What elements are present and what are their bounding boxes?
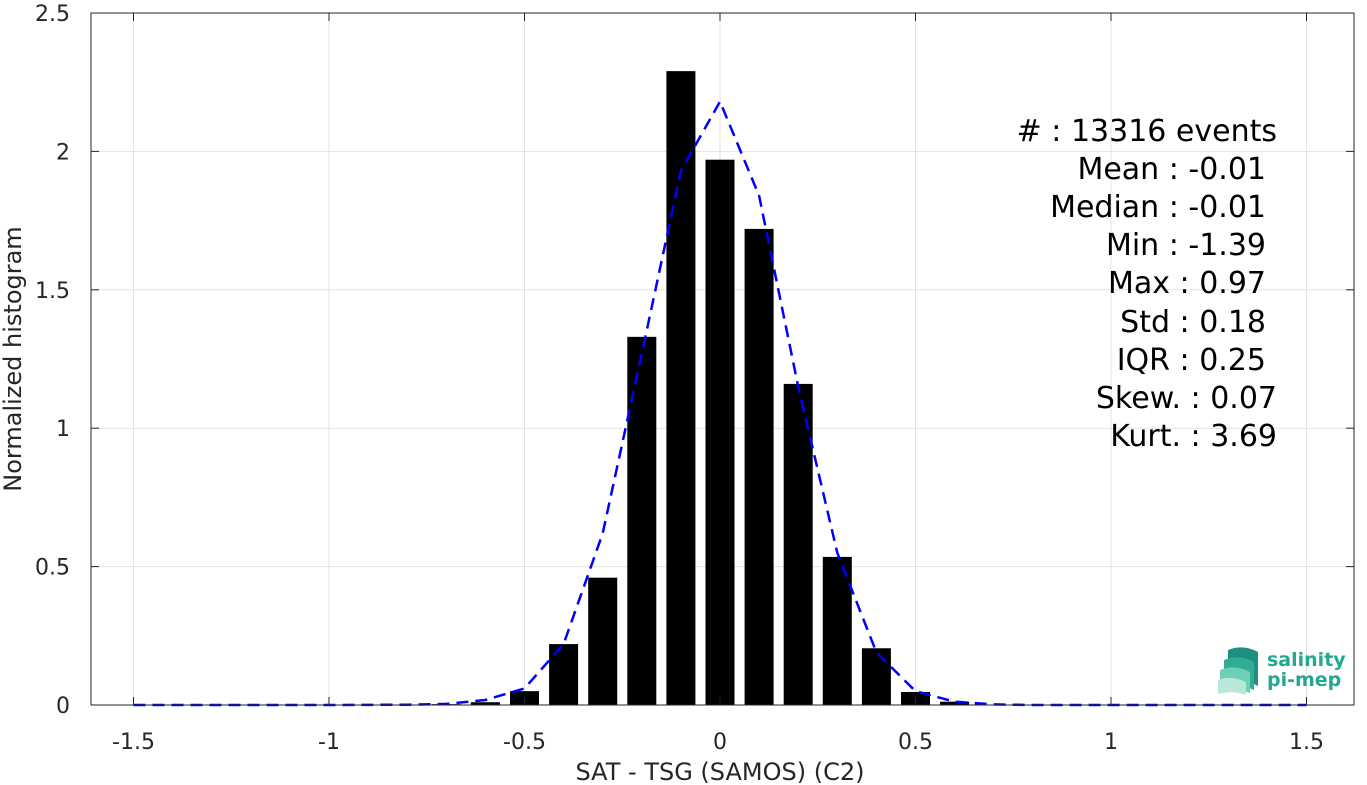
x-tick-label: 0 xyxy=(713,730,727,755)
histogram-bar xyxy=(783,383,813,705)
logo-line2: pi-mep xyxy=(1267,669,1341,691)
stats-box: # : 13316 events Mean : -0.01 Median : -… xyxy=(1017,114,1277,454)
histogram-bar xyxy=(627,336,657,705)
x-tick-label: -1 xyxy=(318,730,340,755)
x-tick-label: 1.5 xyxy=(1289,730,1324,755)
x-tick-label: 0.5 xyxy=(898,730,933,755)
histogram-bar xyxy=(549,644,579,705)
y-tick-label: 1 xyxy=(56,417,70,442)
histogram-bar xyxy=(705,159,735,706)
histogram-bar xyxy=(940,701,970,705)
x-tick-label: -0.5 xyxy=(503,730,546,755)
stat-events: # : 13316 events xyxy=(1017,114,1277,149)
y-tick-label: 0.5 xyxy=(35,556,70,581)
y-tick-label: 1.5 xyxy=(35,279,70,304)
y-axis-label: Normalized histogram xyxy=(0,226,27,491)
x-tick-label: -1.5 xyxy=(112,730,155,755)
salinity-pimep-logo: salinity pi-mep xyxy=(1218,647,1346,695)
x-axis-ticks: -1.5 -1 -0.5 0 0.5 1 1.5 xyxy=(112,13,1324,755)
fit-curve xyxy=(133,98,1307,707)
histogram-bar xyxy=(666,71,696,706)
stat-median: Median : -0.01 xyxy=(1050,190,1266,225)
x-tick-label: 1 xyxy=(1104,730,1118,755)
histogram-bar xyxy=(822,556,852,705)
y-tick-label: 0 xyxy=(56,694,70,719)
y-tick-label: 2.5 xyxy=(35,2,70,27)
histogram-bars xyxy=(431,71,970,706)
stat-std: Std : 0.18 xyxy=(1120,305,1266,340)
histogram-bar xyxy=(744,228,774,706)
stat-skew: Skew. : 0.07 xyxy=(1096,381,1277,416)
histogram-bar xyxy=(588,577,618,705)
y-tick-label: 2 xyxy=(56,140,70,165)
stat-mean: Mean : -0.01 xyxy=(1077,152,1266,187)
stat-min: Min : -1.39 xyxy=(1106,228,1266,263)
y-axis-ticks: 0 0.5 1 1.5 2 2.5 xyxy=(35,2,1354,719)
x-axis-label: SAT - TSG (SAMOS) (C2) xyxy=(576,758,865,785)
stat-iqr: IQR : 0.25 xyxy=(1117,343,1266,378)
stat-kurt: Kurt. : 3.69 xyxy=(1110,419,1277,454)
stat-max: Max : 0.97 xyxy=(1108,266,1266,301)
histogram-bar xyxy=(470,702,500,705)
histogram-bar xyxy=(861,648,891,705)
logo-line1: salinity xyxy=(1267,649,1346,671)
plot-box xyxy=(90,12,1355,706)
wave-icon xyxy=(1218,647,1258,695)
